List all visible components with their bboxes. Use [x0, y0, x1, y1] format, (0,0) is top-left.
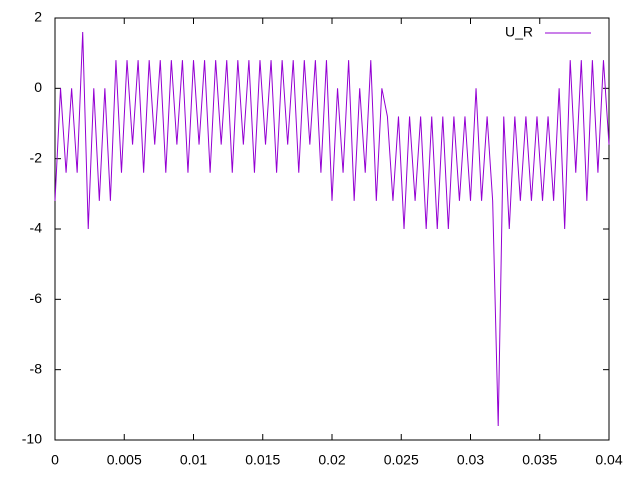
x-tick-label: 0.015 — [245, 452, 280, 468]
legend-label: U_R — [505, 24, 533, 40]
x-tick-label: 0.01 — [180, 452, 207, 468]
y-tick-label: -4 — [30, 220, 43, 236]
y-tick-label: -8 — [30, 360, 43, 376]
y-tick-label: -6 — [30, 290, 43, 306]
data-line — [54, 32, 610, 426]
x-tick-label: 0.035 — [522, 452, 557, 468]
x-tick-label: 0.03 — [457, 452, 484, 468]
x-tick-label: 0.04 — [595, 452, 622, 468]
x-tick-label: 0.025 — [384, 452, 419, 468]
x-tick-label: 0.005 — [107, 452, 142, 468]
x-tick-label: 0 — [51, 452, 59, 468]
x-tick-label: 0.02 — [318, 452, 345, 468]
y-tick-label: 0 — [34, 79, 42, 95]
y-tick-label: -2 — [30, 149, 43, 165]
y-tick-label: 2 — [34, 9, 42, 25]
y-tick-label: -10 — [22, 431, 42, 447]
